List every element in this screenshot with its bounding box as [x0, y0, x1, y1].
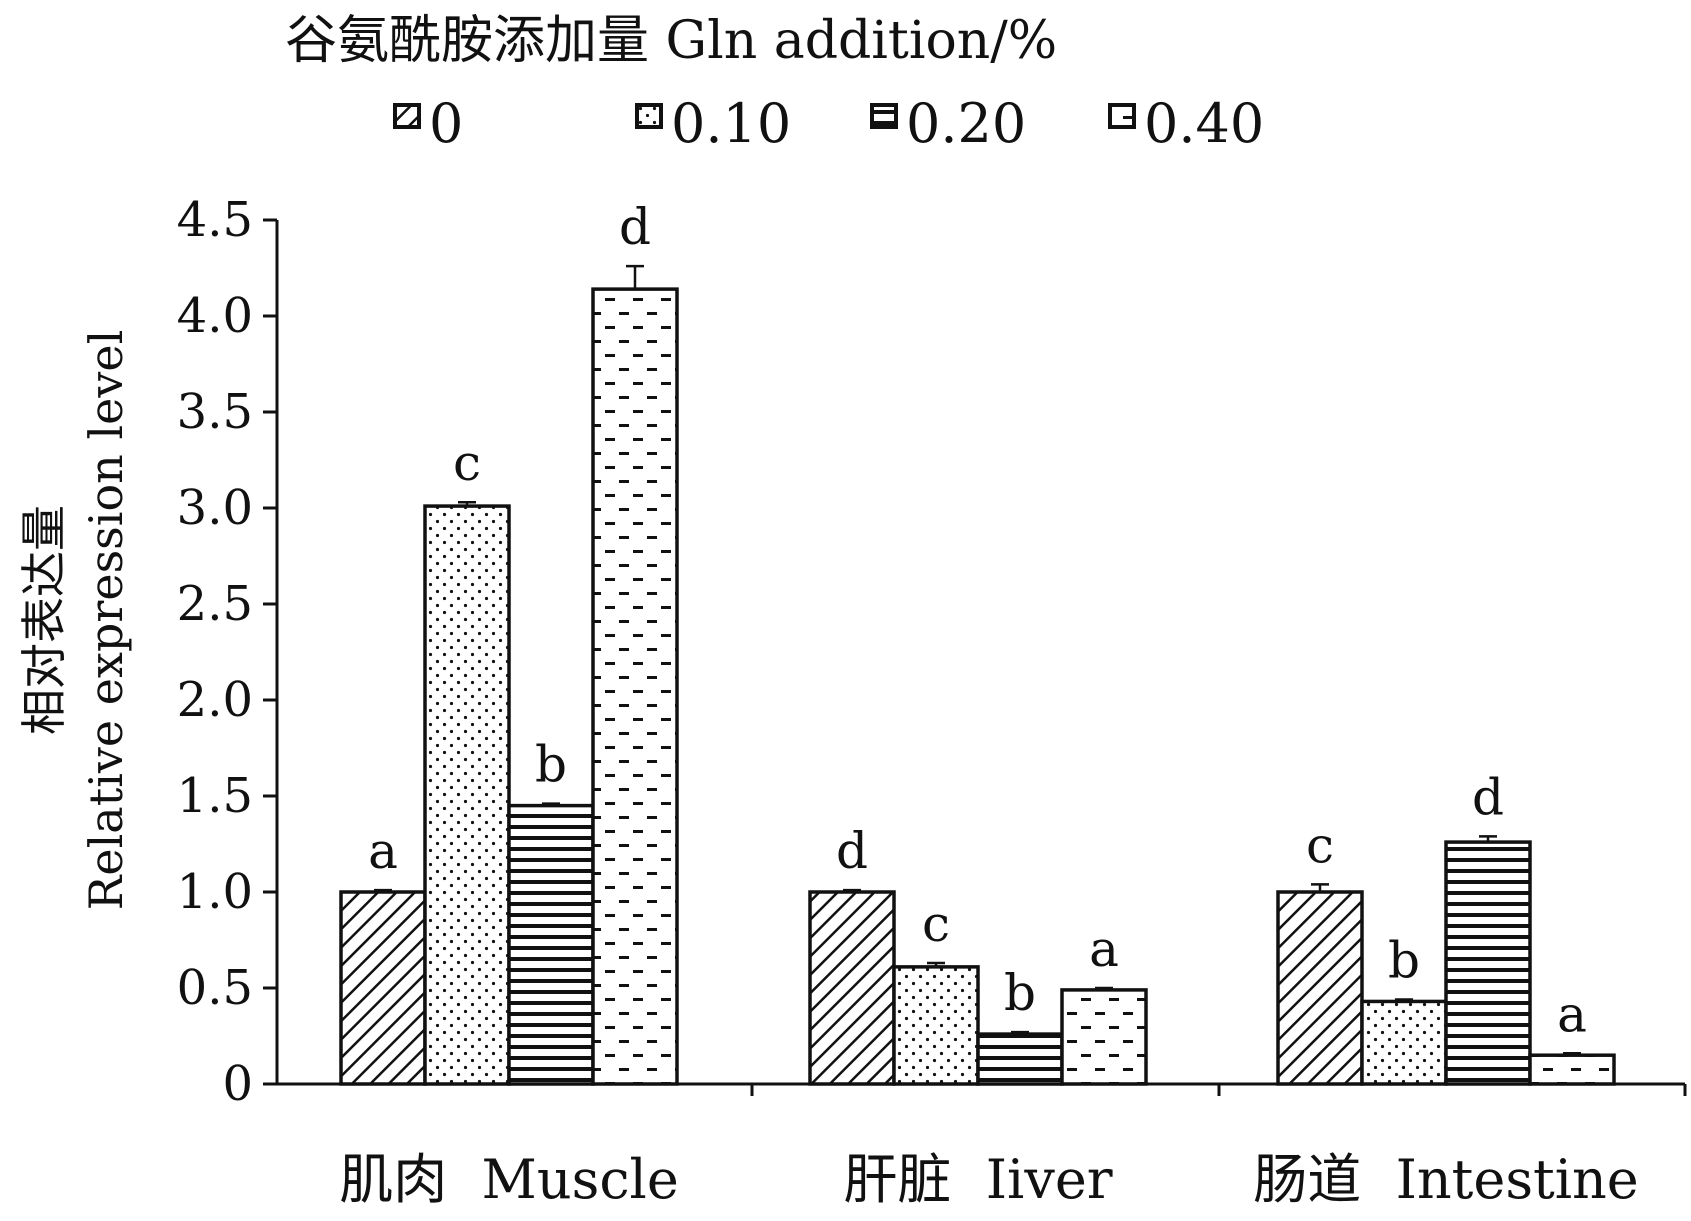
- significance-letter: c: [1306, 816, 1334, 874]
- significance-letter: b: [1388, 932, 1420, 990]
- bar: [1528, 1053, 1616, 1086]
- legend-swatch: [1108, 103, 1136, 129]
- significance-letter: d: [619, 198, 651, 256]
- bar: [1276, 890, 1364, 1086]
- bar: [808, 890, 896, 1086]
- significance-letter: a: [1089, 920, 1119, 978]
- y-axis-label-chinese: 相对表达量: [17, 505, 71, 735]
- y-tick-label: 4.5: [177, 192, 253, 248]
- category-label: 肝脏 Iiver: [843, 1148, 1112, 1211]
- bar: [1360, 999, 1448, 1086]
- category-label: 肌肉 Muscle: [339, 1148, 679, 1211]
- significance-letter: a: [1557, 985, 1587, 1043]
- y-axis-label: 相对表达量 Relative expression level: [17, 330, 133, 911]
- bar: [1444, 840, 1532, 1086]
- y-axis-label-english: Relative expression level: [79, 330, 133, 911]
- significance-letter: b: [535, 736, 567, 794]
- bar: [339, 890, 427, 1086]
- y-tick-label: 3.5: [177, 384, 253, 440]
- bar: [1060, 988, 1148, 1086]
- bar: [892, 965, 980, 1086]
- y-ticks: 0 0.5 1.0 1.5 2.0 2.5 3.0 3.5 4.0 4.5: [177, 192, 277, 1112]
- legend-swatch: [635, 103, 663, 129]
- legend-title: 谷氨酰胺添加量 Gln addition/%: [285, 11, 1057, 71]
- y-tick-label: 2.5: [177, 576, 253, 632]
- legend-label: 0.40: [1144, 92, 1264, 155]
- bar: [507, 803, 595, 1086]
- significance-letter: c: [453, 434, 481, 492]
- significance-letter: d: [836, 822, 868, 880]
- y-tick-label: 2.0: [177, 672, 253, 728]
- significance-letter: c: [922, 895, 950, 953]
- legend-label: 0.20: [906, 92, 1026, 155]
- bar: [591, 287, 679, 1086]
- significance-letter: a: [368, 822, 398, 880]
- y-tick-label: 3.0: [177, 480, 253, 536]
- y-tick-label: 1.0: [177, 864, 253, 920]
- legend-label: 0.10: [671, 92, 791, 155]
- bar: [976, 1032, 1064, 1086]
- category-label: 肠道 Intestine: [1253, 1148, 1639, 1211]
- legend-swatch: [393, 103, 421, 129]
- significance-letter: b: [1004, 964, 1036, 1022]
- y-tick-label: 4.0: [177, 288, 253, 344]
- legend-label: 0: [429, 92, 463, 155]
- significance-letter: d: [1472, 768, 1504, 826]
- category-labels: 肌肉 Muscle 肝脏 Iiver 肠道 Intestine: [339, 1148, 1639, 1211]
- y-tick-label: 0: [222, 1056, 253, 1112]
- x-ticks: [750, 1084, 1687, 1096]
- legend-swatch: [870, 103, 898, 129]
- legend: 0 0.10 0.20 0.40: [393, 92, 1264, 155]
- y-tick-label: 1.5: [177, 768, 253, 824]
- y-tick-label: 0.5: [177, 960, 253, 1016]
- bar: [423, 504, 511, 1086]
